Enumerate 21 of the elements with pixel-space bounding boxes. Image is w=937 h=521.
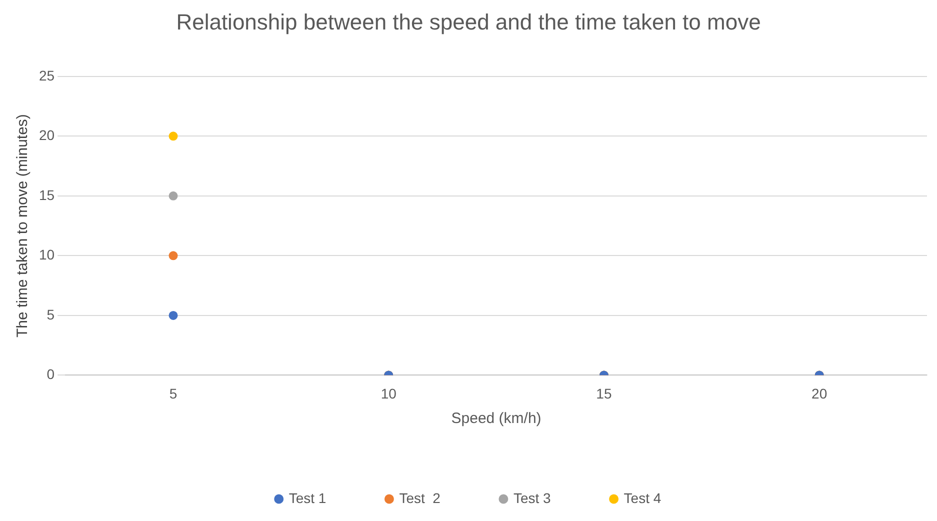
legend-label: Test 4: [624, 490, 662, 506]
point: [168, 310, 178, 320]
point: [168, 132, 178, 141]
y-tick-label: 25: [38, 67, 55, 84]
y-tick-label: 15: [38, 186, 55, 203]
point: [168, 251, 178, 260]
x-tick-label: 10: [380, 385, 397, 402]
y-axis-title: The time taken to move (minutes): [14, 114, 32, 338]
y-tick-label: 0: [46, 366, 55, 382]
chart-title: Relationship between the speed and the time taken to move: [176, 9, 761, 34]
point: [168, 191, 178, 200]
y-tick-label: 10: [38, 246, 55, 263]
y-tick-label: 5: [46, 306, 55, 322]
legend-label: Test 3: [513, 490, 552, 506]
legend-label: Test 1: [288, 490, 326, 506]
x-tick-label: 15: [596, 385, 612, 402]
legend-label: Test 2: [399, 490, 441, 506]
x-tick-label: 20: [812, 385, 828, 402]
x-axis-title: Speed (km/h): [451, 410, 542, 428]
y-tick-label: 20: [38, 127, 55, 144]
x-tick-label: 5: [169, 385, 178, 402]
